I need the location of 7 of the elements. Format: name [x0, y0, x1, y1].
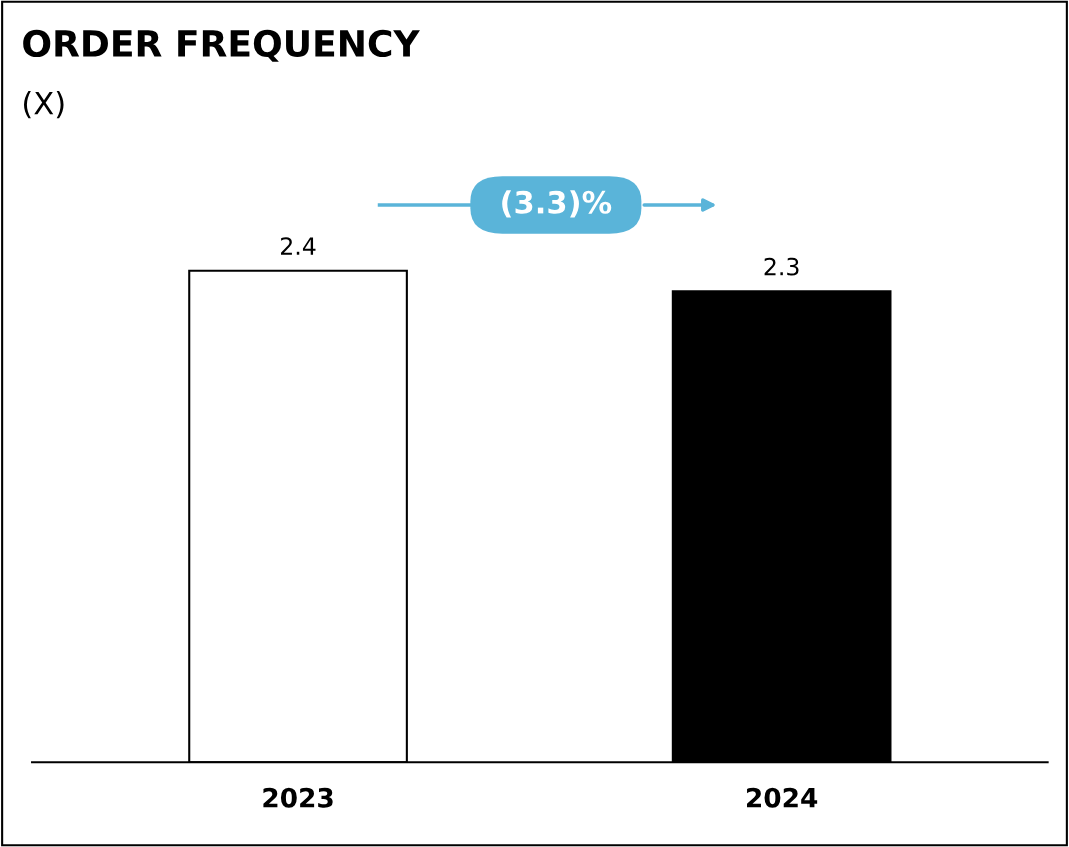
data-label: 2.3 — [764, 257, 799, 276]
text: (3.3)% — [502, 190, 612, 218]
data-label: 2.4 — [281, 237, 316, 255]
x-tick-label: 2023 — [263, 787, 333, 808]
chart-title: ORDER FREQUENCY — [23, 29, 420, 62]
chart-subtitle: (X) — [24, 91, 64, 119]
x-tick-label: 2024 — [747, 787, 818, 808]
